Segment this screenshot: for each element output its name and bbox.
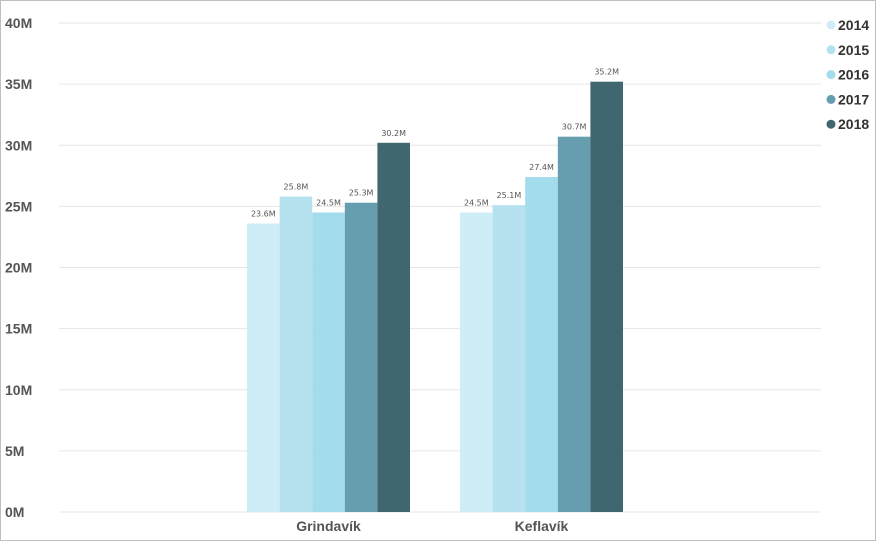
legend-marker — [826, 20, 836, 30]
data-label: 25.8M — [284, 183, 309, 192]
data-label: 24.5M — [464, 198, 489, 207]
bar[interactable] — [525, 177, 558, 512]
y-tick-label: 20M — [5, 260, 32, 276]
y-tick-label: 15M — [5, 321, 32, 337]
y-tick-label: 35M — [5, 76, 32, 92]
y-tick-label: 25M — [5, 198, 32, 214]
y-tick-label: 30M — [5, 137, 32, 153]
data-label: 23.6M — [251, 209, 276, 218]
bar[interactable] — [590, 81, 623, 513]
y-tick-label: 40M — [5, 15, 32, 31]
legend-label[interactable]: 2015 — [838, 42, 869, 58]
legend-marker — [826, 119, 836, 129]
data-label: 30.7M — [562, 123, 587, 132]
legend-label[interactable]: 2017 — [838, 91, 869, 107]
bar[interactable] — [312, 212, 345, 513]
legend-label[interactable]: 2018 — [838, 116, 869, 132]
data-label: 25.1M — [497, 191, 522, 200]
y-tick-label: 5M — [5, 443, 24, 459]
bar[interactable] — [492, 205, 526, 512]
legend-marker — [826, 45, 836, 55]
bar[interactable] — [344, 202, 378, 512]
y-tick-label: 0M — [5, 504, 24, 520]
bar[interactable] — [460, 212, 493, 513]
x-tick-label: Keflavík — [515, 518, 569, 534]
bar[interactable] — [557, 136, 591, 512]
legend-label[interactable]: 2014 — [838, 17, 869, 33]
data-label: 25.3M — [349, 189, 374, 198]
bar[interactable] — [377, 142, 410, 512]
data-label: 27.4M — [529, 163, 554, 172]
legend-marker — [826, 70, 836, 80]
legend-marker — [826, 94, 836, 104]
data-label: 30.2M — [381, 129, 406, 138]
data-label: 24.5M — [316, 198, 341, 207]
bar[interactable] — [279, 196, 313, 512]
y-tick-label: 10M — [5, 382, 32, 398]
legend-label[interactable]: 2016 — [838, 67, 869, 83]
x-tick-label: Grindavík — [296, 518, 361, 534]
data-label: 35.2M — [594, 68, 619, 77]
bar[interactable] — [247, 223, 280, 513]
